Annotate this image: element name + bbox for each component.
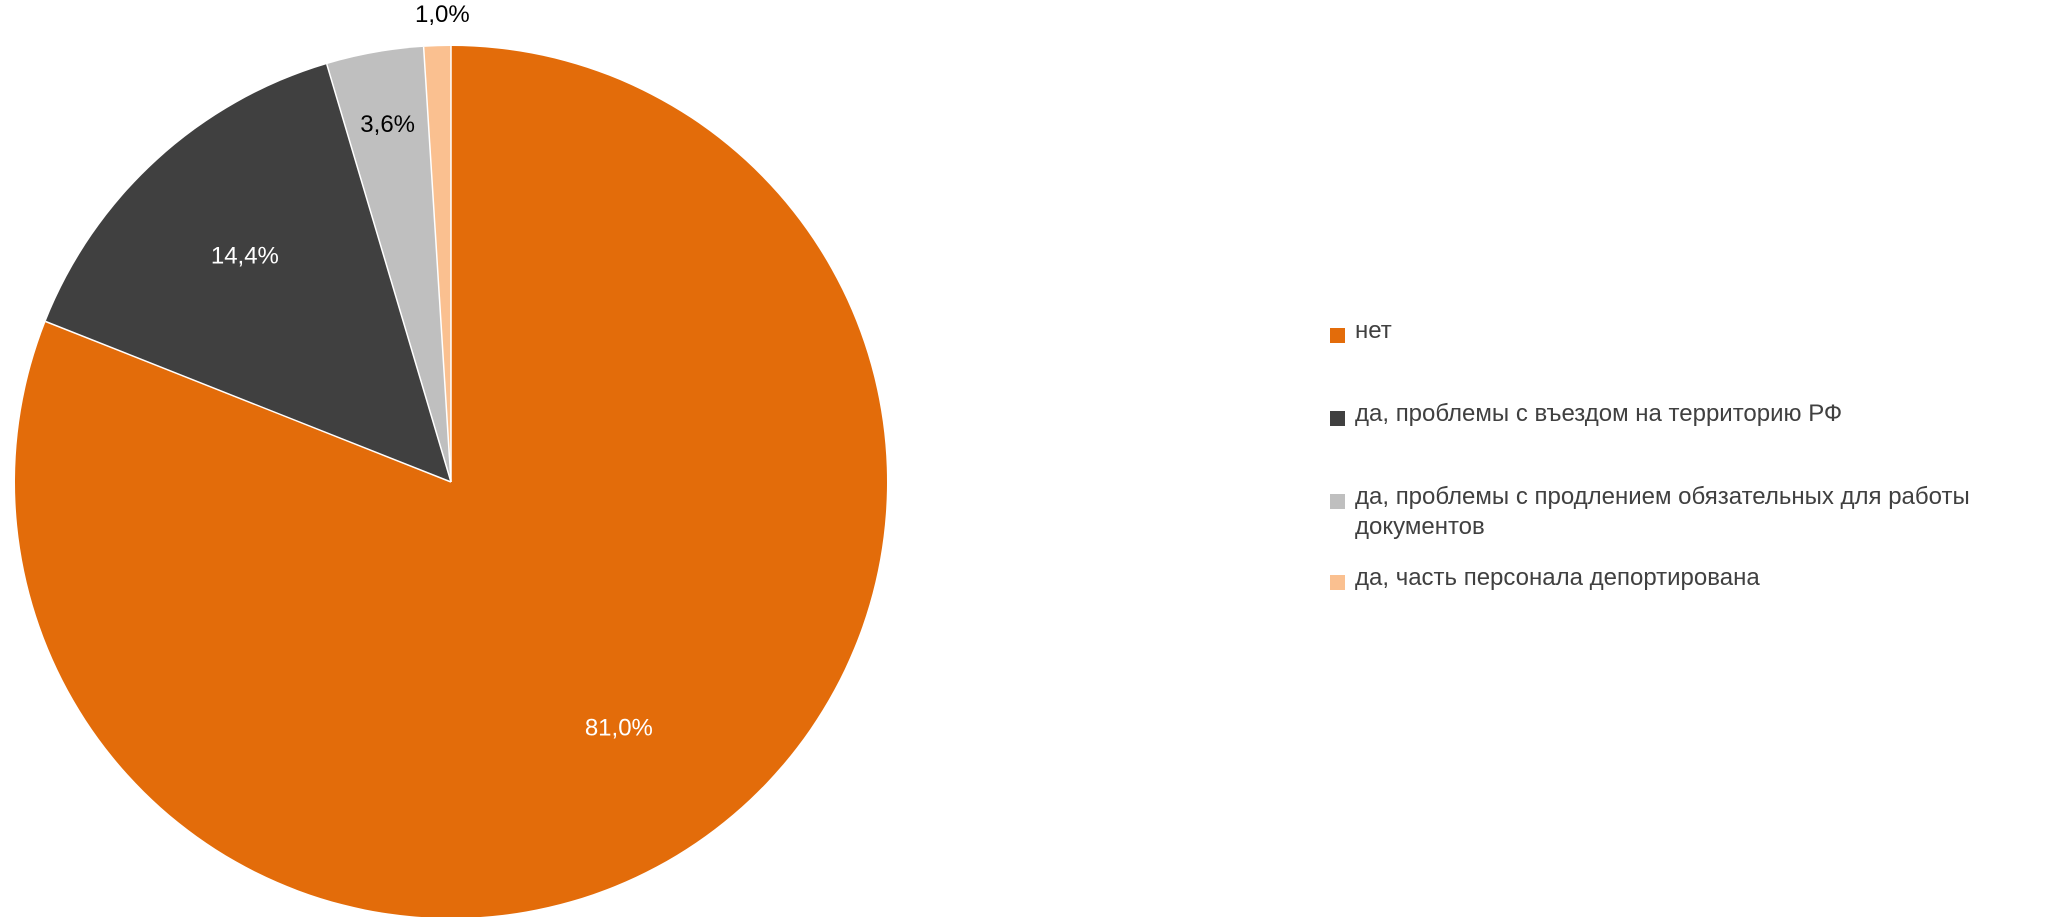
- pie-slice-2: [326, 46, 451, 482]
- legend-label-entry-problems: да, проблемы с въездом на территорию РФ: [1355, 400, 1843, 427]
- legend-swatch-deported: [1330, 575, 1345, 590]
- legend-swatch-entry-problems: [1330, 411, 1345, 426]
- legend-item-document-problems: да, проблемы с продлением обязательных д…: [1330, 482, 2054, 542]
- legend-label-deported: да, часть персонала депортирована: [1355, 564, 1760, 591]
- legend-label-document-problems: да, проблемы с продлением обязательных д…: [1355, 483, 1970, 540]
- legend-item-entry-problems: да, проблемы с въездом на территорию РФ: [1330, 399, 2054, 429]
- chart-legend: нет да, проблемы с въездом на территорию…: [1330, 316, 2054, 593]
- legend-swatch-net: [1330, 328, 1345, 343]
- data-label-3: 1,0%: [415, 1, 470, 28]
- slice-separator-1: [45, 320, 452, 483]
- legend-label-net: нет: [1355, 317, 1392, 344]
- pie-slice-1: [45, 64, 451, 482]
- data-label-1: 14,4%: [211, 242, 279, 269]
- data-label-0: 81,0%: [585, 714, 653, 741]
- legend-item-net: нет: [1330, 316, 2054, 346]
- data-label-2: 3,6%: [360, 111, 415, 138]
- legend-swatch-document-problems: [1330, 494, 1345, 509]
- legend-item-deported: да, часть персонала депортирована: [1330, 563, 2054, 593]
- slice-separator-3: [422, 46, 452, 483]
- slice-separator-2: [326, 63, 452, 483]
